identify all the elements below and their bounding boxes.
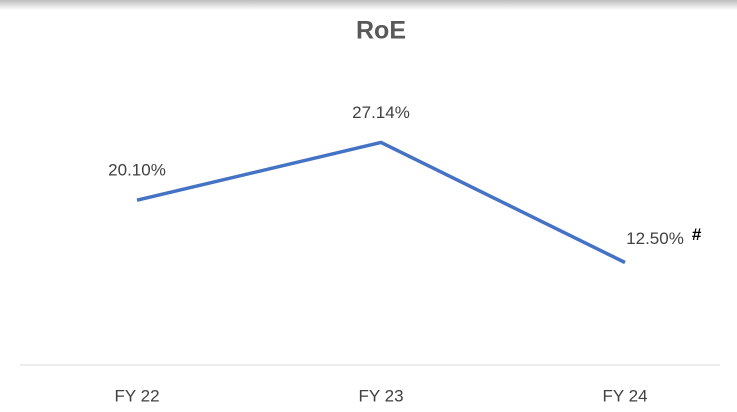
x-tick-label: FY 22 — [114, 386, 159, 405]
x-tick-label: FY 23 — [358, 386, 403, 405]
x-tick-label: FY 24 — [602, 386, 647, 405]
annotation: # — [692, 225, 702, 244]
data-label: 27.14% — [352, 103, 410, 122]
line — [136, 140, 626, 265]
chart-title: RoE — [356, 17, 406, 45]
data-label: 20.10% — [108, 161, 166, 180]
data-label: 12.50% — [626, 229, 684, 248]
top-shadow — [0, 0, 737, 10]
